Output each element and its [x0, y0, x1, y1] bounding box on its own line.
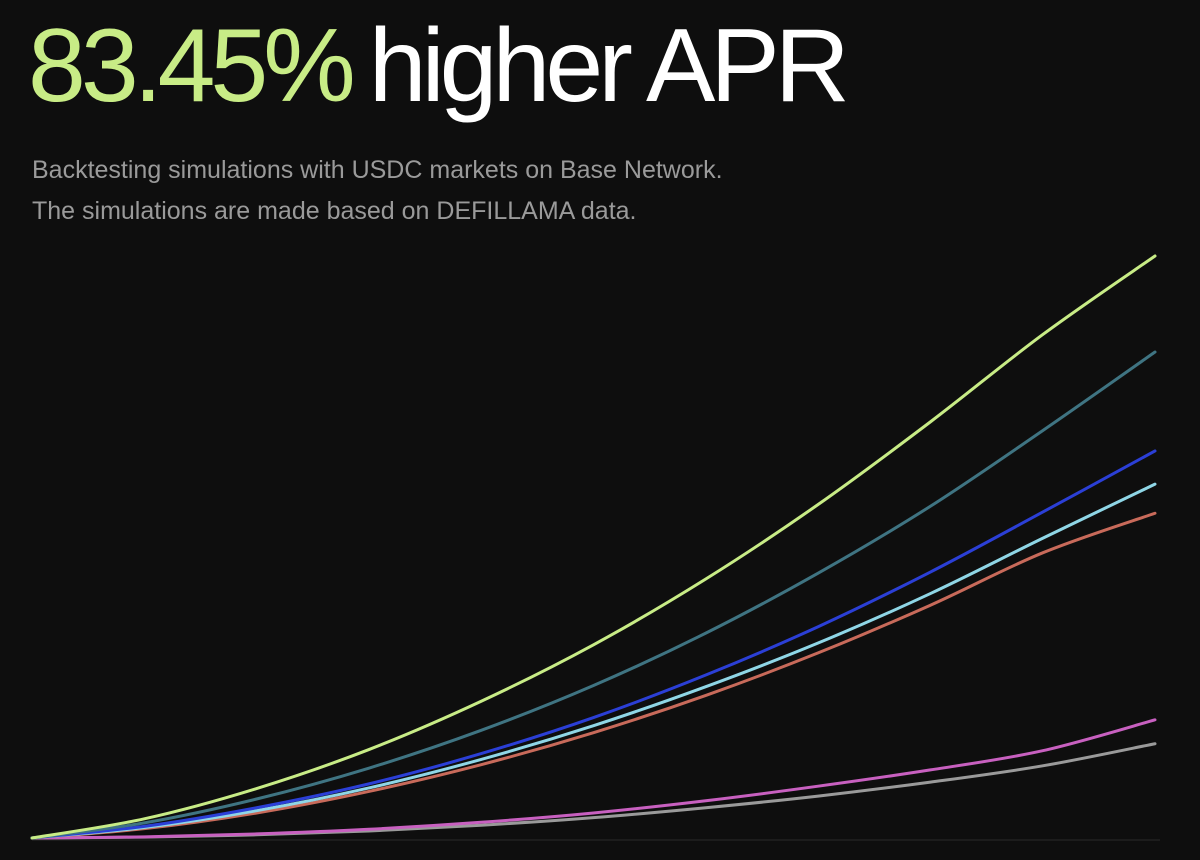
- subtitle-line-2: The simulations are made based on DEFILL…: [32, 197, 637, 225]
- series-line-6: [30, 718, 1157, 840]
- apr-percentage: 83.45%: [28, 8, 356, 124]
- series-line-2: [30, 350, 1157, 840]
- headline: 83.45% higher APR: [28, 14, 850, 118]
- subtitle-line-1: Backtesting simulations with USDC market…: [32, 156, 723, 184]
- series-line-4: [30, 482, 1157, 840]
- series-line-5: [30, 511, 1157, 840]
- series-line-1: [30, 254, 1157, 840]
- headline-text: higher APR: [368, 8, 850, 124]
- series-group: [30, 254, 1157, 840]
- subtitle: Backtesting simulations with USDC market…: [32, 150, 723, 232]
- series-line-7: [30, 742, 1157, 840]
- series-line-3: [30, 449, 1157, 840]
